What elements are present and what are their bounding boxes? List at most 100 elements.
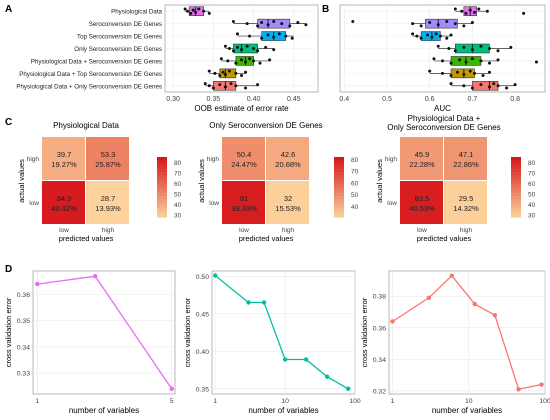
line-data-point bbox=[324, 374, 330, 379]
heatmap-legend-tick-label: 30 bbox=[174, 212, 182, 219]
heatmap-cell bbox=[400, 181, 443, 224]
heatmap-legend-tick-label: 70 bbox=[174, 170, 182, 177]
panel-b-data-point bbox=[462, 84, 466, 88]
panel-a-data-point bbox=[197, 7, 201, 11]
panel-b-data-point bbox=[428, 69, 432, 73]
heatmap-cell bbox=[400, 137, 443, 180]
panel-a-data-point bbox=[280, 22, 284, 26]
heatmap-legend-swatch bbox=[511, 205, 521, 209]
panel-b-data-point bbox=[458, 58, 462, 62]
heatmap-col-label: high bbox=[460, 227, 473, 234]
heatmap-legend-swatch bbox=[157, 184, 167, 188]
panel-b-data-point bbox=[436, 23, 440, 27]
heatmap-legend-swatch bbox=[511, 169, 521, 173]
heatmap-col-label: high bbox=[102, 227, 115, 234]
heatmap-legend-swatch bbox=[334, 175, 344, 179]
line-data-point bbox=[346, 386, 351, 391]
line-data-point bbox=[92, 274, 98, 279]
heatmap-cell-value: 84.3 bbox=[57, 194, 72, 203]
line-x-tick-label: 1 bbox=[213, 398, 217, 405]
line-data-point bbox=[390, 319, 395, 324]
panel-a-data-point bbox=[268, 58, 272, 62]
heatmap-legend-tick-label: 60 bbox=[528, 181, 536, 188]
heatmap-row-label: low bbox=[209, 200, 219, 207]
heatmap-cell-value: 28.7 bbox=[101, 194, 116, 203]
line-data-point bbox=[212, 273, 218, 278]
panel-b-data-point bbox=[470, 48, 474, 52]
panel-a-data-point bbox=[203, 82, 207, 86]
panel-b-data-point bbox=[453, 22, 457, 26]
line-plot-area bbox=[211, 270, 356, 395]
panel-b-data-point bbox=[464, 11, 468, 15]
panel-a-data-point bbox=[221, 70, 225, 74]
line-y-tick-label: 0.36 bbox=[17, 292, 30, 299]
panel-b-data-point bbox=[436, 44, 440, 48]
panel-a-data-point bbox=[202, 9, 206, 13]
line-data-point bbox=[35, 281, 40, 287]
panel-b-data-point bbox=[411, 32, 415, 36]
heatmap-legend-swatch bbox=[334, 160, 344, 164]
panel-a-data-point bbox=[213, 71, 217, 75]
panel-a-category-label: Physiological Data + Top Seroconversion … bbox=[19, 71, 162, 78]
heatmap-cell bbox=[42, 181, 85, 224]
heatmap-cell-percent: 19.27% bbox=[51, 160, 77, 169]
panel-a-category-label: Seroconversion DE Genes bbox=[89, 21, 162, 28]
panel-b-data-point bbox=[492, 82, 496, 86]
panel-b-data-point bbox=[464, 60, 468, 64]
panel-a-data-point bbox=[256, 49, 260, 53]
panel-b-data-point bbox=[453, 49, 457, 53]
line-x-tick-label: 10 bbox=[465, 398, 473, 405]
heatmap-legend-tick-label: 60 bbox=[174, 181, 182, 188]
line-x-axis-label: number of variables bbox=[69, 406, 139, 415]
line-data-point bbox=[516, 387, 521, 392]
panel-a-data-point bbox=[248, 57, 252, 61]
heatmap-cell bbox=[266, 137, 309, 180]
panel-b-data-point bbox=[462, 72, 466, 76]
panel-b-data-point bbox=[462, 24, 466, 28]
panel-a-data-point bbox=[284, 34, 288, 38]
panel-b-data-point bbox=[411, 22, 415, 26]
panel-a-category-label: Physiological Data bbox=[111, 9, 162, 16]
panel-d-line-charts: 0.33 0.34 0.35 0.36 1 5 number of variables cro… bbox=[4, 270, 550, 415]
panel-a-data-point bbox=[234, 61, 238, 65]
heatmap-cell-percent: 14.32% bbox=[453, 204, 479, 213]
heatmap-legend-swatch bbox=[334, 172, 344, 176]
heatmap-cell bbox=[444, 137, 487, 180]
panel-a-data-point bbox=[260, 21, 264, 25]
heatmap-cell-value: 81 bbox=[240, 194, 248, 203]
heatmap-legend-swatch bbox=[511, 175, 521, 179]
panel-a-data-point bbox=[277, 32, 281, 36]
heatmap-legend-swatch bbox=[334, 202, 344, 206]
panel-b-data-point bbox=[455, 70, 459, 74]
panel-b-data-point bbox=[441, 59, 444, 63]
heatmap-cell-value: 39.7 bbox=[57, 150, 72, 159]
heatmap-cell-value: 83.5 bbox=[415, 194, 430, 203]
panel-b-data-point bbox=[473, 71, 477, 75]
heatmap-col-label: low bbox=[417, 227, 427, 234]
heatmap-row-label: low bbox=[387, 200, 397, 207]
heatmap-legend-swatch bbox=[334, 193, 344, 197]
panel-b-data-point bbox=[534, 60, 538, 64]
line-x-tick-label: 100 bbox=[539, 398, 550, 405]
heatmap-legend-swatch bbox=[511, 187, 521, 191]
line-data-point bbox=[449, 273, 455, 278]
heatmap-cell bbox=[222, 181, 265, 224]
panel-b-data-point bbox=[496, 58, 500, 62]
line-data-point bbox=[246, 300, 251, 305]
heatmap-legend-swatch bbox=[334, 178, 344, 182]
panel-a-data-point bbox=[235, 45, 239, 49]
panel-a-data-point bbox=[245, 44, 249, 48]
line-data-point bbox=[426, 295, 432, 301]
line-data-point bbox=[261, 300, 267, 305]
panel-b-data-point bbox=[419, 36, 423, 40]
heatmap-y-axis-label: actual values bbox=[375, 159, 384, 203]
heatmap-legend-swatch bbox=[511, 202, 521, 206]
heatmap-legend-swatch bbox=[511, 199, 521, 203]
heatmap-col-label: low bbox=[59, 227, 69, 234]
heatmap-cell-percent: 40.92% bbox=[51, 204, 77, 213]
panel-a-data-point bbox=[256, 83, 260, 87]
panel-b-box bbox=[425, 18, 458, 29]
heatmap-row-label: high bbox=[207, 156, 220, 163]
heatmap-legend-swatch bbox=[157, 214, 167, 218]
panel-label-d: D bbox=[5, 264, 12, 275]
